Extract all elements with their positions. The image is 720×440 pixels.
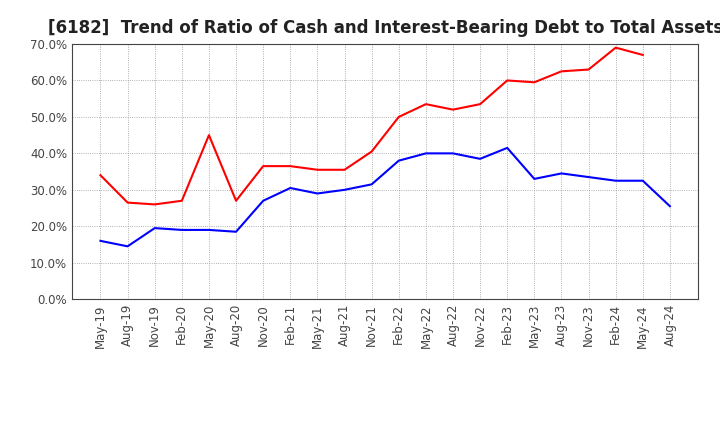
Cash [286, 164, 294, 169]
Legend: Cash, Interest-Bearing Debt: Cash, Interest-Bearing Debt [235, 439, 536, 440]
Cash [639, 52, 647, 58]
Cash [341, 167, 349, 172]
Cash [395, 114, 403, 120]
Interest-Bearing Debt [204, 227, 213, 233]
Interest-Bearing Debt [259, 198, 268, 203]
Cash [178, 198, 186, 203]
Interest-Bearing Debt [665, 204, 674, 209]
Interest-Bearing Debt [367, 182, 376, 187]
Interest-Bearing Debt [96, 238, 105, 243]
Cash [421, 102, 430, 107]
Interest-Bearing Debt [123, 244, 132, 249]
Cash [503, 78, 511, 83]
Line: Interest-Bearing Debt: Interest-Bearing Debt [101, 148, 670, 246]
Interest-Bearing Debt [421, 151, 430, 156]
Interest-Bearing Debt [286, 185, 294, 191]
Interest-Bearing Debt [341, 187, 349, 192]
Interest-Bearing Debt [639, 178, 647, 183]
Cash [313, 167, 322, 172]
Cash [530, 80, 539, 85]
Interest-Bearing Debt [503, 145, 511, 150]
Cash [150, 202, 159, 207]
Cash [232, 198, 240, 203]
Cash [611, 45, 620, 50]
Cash [123, 200, 132, 205]
Cash [204, 132, 213, 138]
Interest-Bearing Debt [530, 176, 539, 182]
Interest-Bearing Debt [557, 171, 566, 176]
Interest-Bearing Debt [395, 158, 403, 163]
Interest-Bearing Debt [232, 229, 240, 235]
Cash [259, 164, 268, 169]
Cash [476, 102, 485, 107]
Title: [6182]  Trend of Ratio of Cash and Interest-Bearing Debt to Total Assets: [6182] Trend of Ratio of Cash and Intere… [48, 19, 720, 37]
Interest-Bearing Debt [313, 191, 322, 196]
Interest-Bearing Debt [611, 178, 620, 183]
Interest-Bearing Debt [476, 156, 485, 161]
Cash [449, 107, 457, 112]
Interest-Bearing Debt [150, 225, 159, 231]
Line: Cash: Cash [101, 48, 643, 205]
Cash [96, 172, 105, 178]
Cash [584, 67, 593, 72]
Interest-Bearing Debt [178, 227, 186, 233]
Cash [367, 149, 376, 154]
Interest-Bearing Debt [584, 174, 593, 180]
Interest-Bearing Debt [449, 151, 457, 156]
Cash [557, 69, 566, 74]
